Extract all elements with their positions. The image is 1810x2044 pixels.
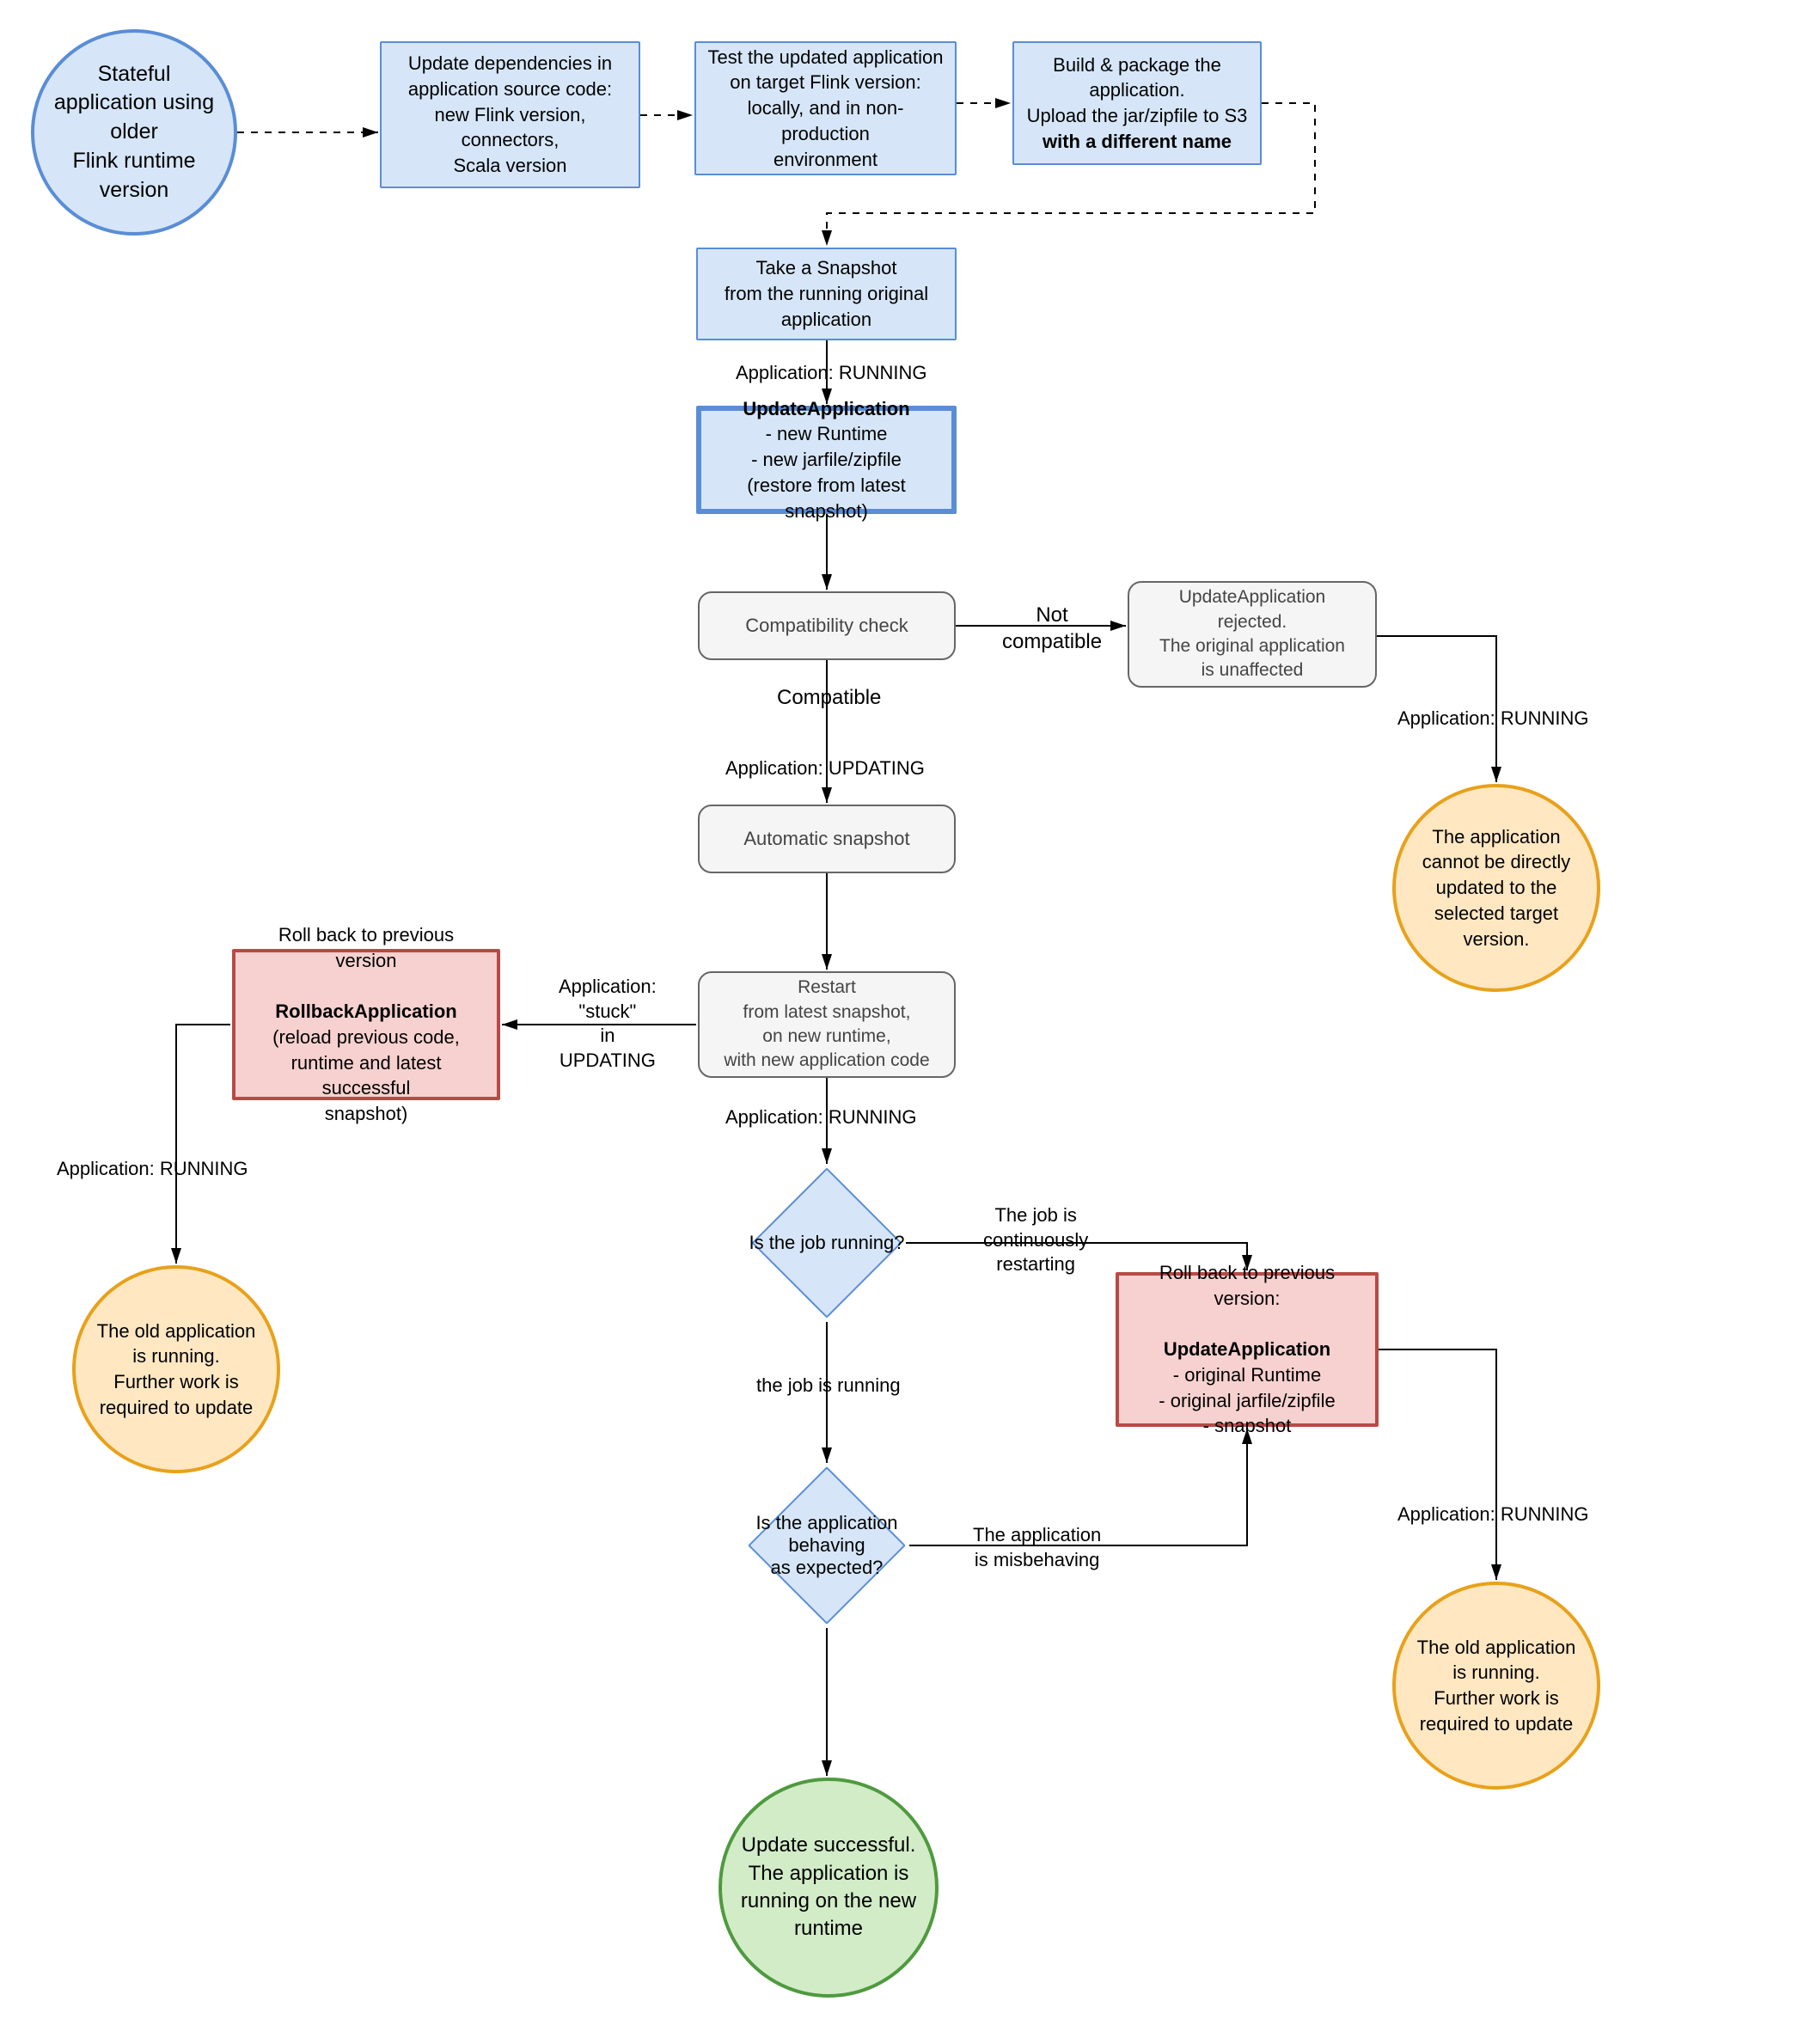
edge-label-job_restarting: The job is continuously restarting: [983, 1203, 1088, 1277]
flowchart-node-old_app_left_circle: The old applicationis running.Further wo…: [72, 1265, 280, 1473]
node-label: Statefulapplication usingolderFlink runt…: [54, 60, 214, 205]
flowchart-node-test_app: Test the updated applicationon target Fl…: [694, 41, 957, 175]
node-label: Test the updated applicationon target Fl…: [706, 45, 945, 172]
edge-label-app_running_mid: Application: RUNNING: [725, 1105, 917, 1130]
node-label: Roll back to previous version RollbackAp…: [246, 922, 486, 1127]
edge-label-compatible: Compatible: [777, 684, 881, 711]
edge-label-not_compatible: Not compatible: [1002, 602, 1102, 655]
node-label: UpdateApplicationrejected.The original a…: [1159, 585, 1345, 682]
node-label: The old applicationis running.Further wo…: [1417, 1635, 1576, 1737]
flowchart-decision-decision_behaving: Is the applicationbehavingas expected?: [748, 1466, 906, 1625]
node-label: The applicationcannot be directlyupdated…: [1422, 824, 1570, 952]
node-label: Update dependencies inapplication source…: [408, 51, 612, 178]
edge-label-misbehaving: The application is misbehaving: [973, 1523, 1101, 1572]
flowchart-node-update_deps: Update dependencies inapplication source…: [380, 41, 640, 188]
edge-label-job_is_running: the job is running: [756, 1374, 901, 1398]
flowchart-node-cannot_update_circle: The applicationcannot be directlyupdated…: [1392, 784, 1600, 992]
flowchart-node-take_snapshot: Take a Snapshotfrom the running original…: [696, 248, 957, 340]
node-label: Compatibility check: [745, 613, 908, 639]
flowchart-node-old_app_right_circle: The old applicationis running.Further wo…: [1392, 1582, 1600, 1790]
flowchart-node-build_pkg: Build & package theapplication.Upload th…: [1012, 41, 1262, 165]
flowchart-node-rollback_left: Roll back to previous version RollbackAp…: [232, 949, 500, 1100]
flowchart-node-rejected: UpdateApplicationrejected.The original a…: [1128, 581, 1377, 688]
node-label: Is the applicationbehavingas expected?: [722, 1466, 932, 1625]
flowchart-node-start: Statefulapplication usingolderFlink runt…: [31, 29, 237, 236]
flowchart-node-update_application: UpdateApplication- new Runtime- new jarf…: [696, 406, 957, 514]
node-label: Build & package theapplication.Upload th…: [1027, 52, 1248, 155]
node-label: Is the job running?: [725, 1167, 928, 1319]
edge-label-app_updating: Application: UPDATING: [725, 756, 925, 781]
flowchart-decision-decision_running: Is the job running?: [751, 1167, 902, 1319]
flowchart-node-auto_snapshot: Automatic snapshot: [698, 805, 956, 873]
node-label: Take a Snapshotfrom the running original…: [725, 255, 928, 332]
node-label: Roll back to previous version: UpdateApp…: [1129, 1260, 1365, 1439]
flowchart-node-restart: Restartfrom latest snapshot,on new runti…: [698, 971, 956, 1078]
edge-label-app_running_left: Application: RUNNING: [57, 1157, 248, 1182]
edge-label-app_running_right1: Application: RUNNING: [1397, 707, 1589, 731]
flowchart-node-success_circle: Update successful.The application isrunn…: [718, 1778, 939, 1998]
edge-label-stuck: Application: "stuck" in UPDATING: [559, 975, 657, 1073]
flowchart-node-rollback_right: Roll back to previous version: UpdateApp…: [1116, 1272, 1379, 1427]
node-label: Automatic snapshot: [743, 826, 909, 852]
flowchart-node-compat_check: Compatibility check: [698, 591, 956, 660]
edge-label-app_running_1: Application: RUNNING: [736, 361, 927, 386]
edge-label-app_running_right2: Application: RUNNING: [1397, 1502, 1589, 1527]
node-label: Update successful.The application isrunn…: [741, 1832, 916, 1943]
node-label: The old applicationis running.Further wo…: [97, 1319, 256, 1421]
node-label: UpdateApplication- new Runtime- new jarf…: [712, 396, 941, 523]
node-label: Restartfrom latest snapshot,on new runti…: [724, 976, 929, 1073]
